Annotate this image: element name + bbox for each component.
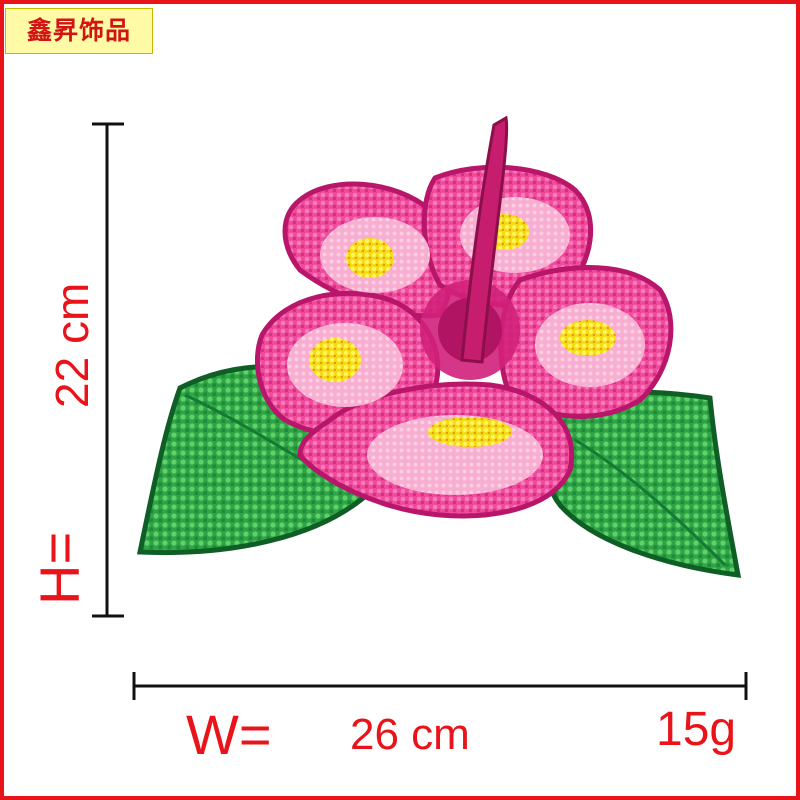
sequin-hibiscus-patch — [136, 115, 742, 578]
weight-value: 15g — [656, 703, 737, 756]
width-value: 26 cm — [350, 710, 470, 759]
width-label: W= — [186, 703, 272, 766]
height-value: 22 cm — [46, 282, 98, 408]
height-label: H= — [28, 531, 91, 605]
brand-label: 鑫昇饰品 — [5, 8, 153, 54]
width-dimension-line — [132, 672, 748, 700]
height-dimension-line — [92, 122, 124, 618]
stamen — [460, 115, 509, 364]
